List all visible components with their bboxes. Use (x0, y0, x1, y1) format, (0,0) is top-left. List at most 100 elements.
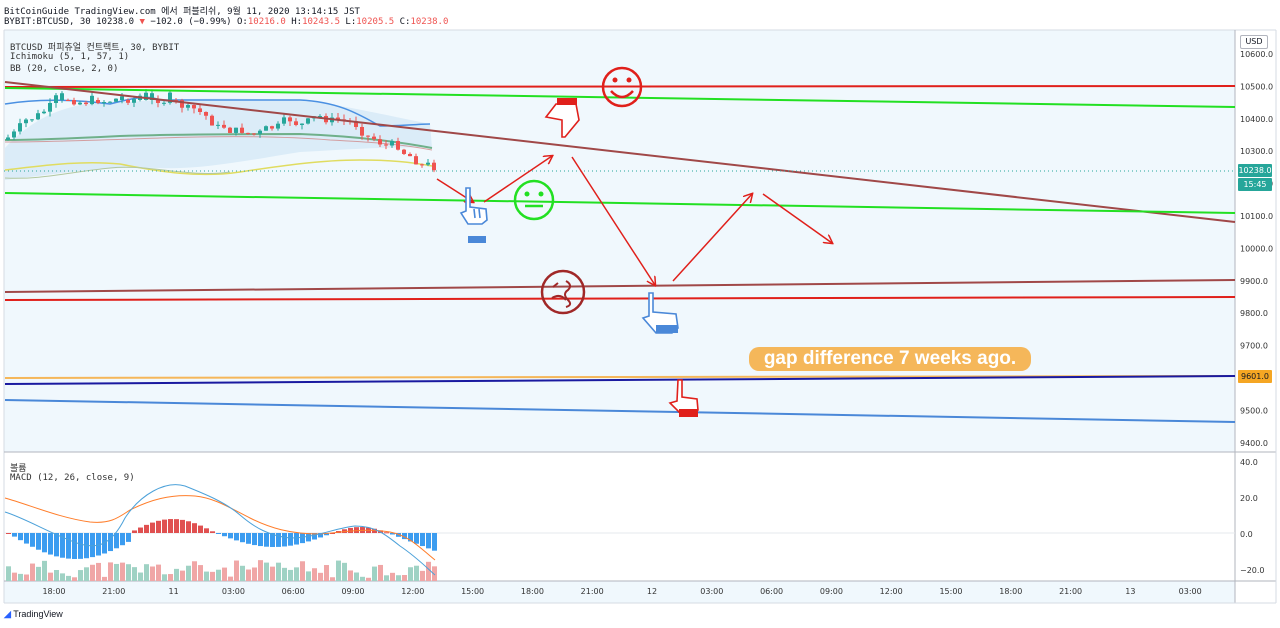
gap-line-blue[interactable] (4, 375, 1236, 385)
arrow-4[interactable] (672, 194, 752, 282)
macd-legend[interactable]: MACD (12, 26, close, 9) (10, 473, 135, 483)
time-axis[interactable]: 18:00 21:00 11 03:00 06:00 09:00 12:00 15:00 18:… (42, 587, 1201, 596)
volume-bar (384, 575, 389, 581)
pointing-hand-icon[interactable] (459, 187, 488, 243)
downtrend-line[interactable] (4, 81, 1236, 223)
volume-bar (90, 564, 95, 581)
channel-bottom-green[interactable] (4, 192, 1236, 214)
macd-histogram-bar (144, 524, 149, 533)
candle-body (30, 119, 34, 121)
price-tick-label: 10300.0 (1240, 147, 1273, 156)
time-tick-label: 21:00 (581, 587, 604, 596)
candle-body (198, 108, 202, 112)
macd-histogram-bar (120, 533, 125, 546)
volume-bar (312, 568, 317, 581)
pointing-hand-icon-2[interactable] (641, 292, 679, 334)
neutral-face-icon[interactable] (513, 179, 555, 221)
macd-histogram-bar (162, 519, 167, 533)
macd-pane-background (4, 452, 1235, 581)
close-label: C: (399, 17, 411, 27)
sad-face-icon[interactable] (540, 269, 586, 315)
macd-histogram-bar (414, 533, 419, 544)
candle-body (78, 102, 82, 105)
macd-histogram-bar (276, 533, 281, 547)
macd-histogram-bar (258, 533, 263, 547)
price-tick-label: 10600.0 (1240, 50, 1273, 59)
candle-body (396, 141, 400, 150)
volume-bar (18, 573, 23, 581)
arrow-5[interactable] (762, 193, 832, 243)
high-value: 10243.5 (302, 17, 340, 27)
candle-body (366, 135, 370, 137)
volume-bar (288, 569, 293, 581)
candlestick-series[interactable] (6, 88, 436, 173)
candle-body (162, 102, 166, 104)
symbol-name[interactable]: BYBIT:BTCUSD, 30 10238.0 (4, 17, 135, 27)
volume-bar (336, 560, 341, 581)
volume-bar (246, 569, 251, 581)
resistance-line-red[interactable] (4, 85, 1236, 88)
candle-body (168, 92, 172, 103)
bb-legend[interactable]: BB (20, close, 2, 0) (10, 64, 119, 74)
gap-callout[interactable]: gap difference 7 weeks ago. (749, 347, 1031, 371)
macd-histogram-bar (72, 533, 77, 559)
volume-legend[interactable]: 볼륨 (10, 464, 27, 474)
price-axis[interactable]: 10600.010500.010400.010300.010200.010100… (1240, 50, 1273, 448)
countdown-badge: 15:45 (1238, 178, 1272, 191)
candle-body (402, 149, 406, 154)
candle-body (102, 102, 106, 104)
chart-title-legend[interactable]: BTCUSD 퍼피츄얼 컨트랙트, 30, BYBIT (10, 43, 180, 53)
volume-bar (12, 572, 17, 581)
macd-histogram-bar (48, 533, 53, 555)
candle-body (414, 156, 418, 165)
macd-histogram-bar (180, 519, 185, 533)
ichimoku-legend[interactable]: Ichimoku (5, 1, 57, 1) (10, 52, 130, 62)
macd-histogram-bar (90, 533, 95, 558)
time-tick-label: 06:00 (282, 587, 305, 596)
volume-bar (84, 567, 89, 581)
arrow-3[interactable] (571, 156, 655, 285)
macd-histogram-bar (426, 533, 431, 549)
volume-bar (216, 569, 221, 581)
time-tick-label: 21:00 (1059, 587, 1082, 596)
candle-body (42, 111, 46, 114)
volume-bar (174, 568, 179, 581)
arrow-2[interactable] (483, 156, 552, 203)
macd-histogram-bar (234, 533, 239, 541)
macd-axis[interactable]: 40.0 20.0 0.0 −20.0 (1240, 458, 1265, 575)
pointing-hand-down-icon[interactable] (544, 98, 580, 138)
candle-body (18, 123, 22, 132)
macd-histogram-bar (294, 533, 299, 545)
candle-body (48, 102, 52, 112)
pointing-hand-icon-3[interactable] (668, 379, 699, 417)
volume-bar (102, 576, 107, 581)
bb-lower-line (4, 159, 433, 176)
support-line-brown[interactable] (4, 279, 1236, 293)
publish-info: BitCoinGuide TradingView.com 에서 퍼블리쉬, 9월… (4, 7, 360, 17)
volume-bar (414, 565, 419, 581)
macd-histogram-bar (60, 533, 65, 558)
support-line-red[interactable] (4, 296, 1236, 301)
volume-bar (282, 567, 287, 581)
volume-bar (144, 564, 149, 581)
volume-bar (276, 562, 281, 581)
time-tick-label: 03:00 (1179, 587, 1202, 596)
happy-face-icon[interactable] (601, 66, 643, 108)
candle-body (318, 115, 322, 117)
lower-support-line[interactable] (4, 399, 1236, 423)
volume-bar (120, 562, 125, 581)
volume-bar (390, 572, 395, 581)
macd-line (4, 484, 436, 576)
time-tick-label: 12:00 (880, 587, 903, 596)
candle-body (384, 144, 388, 146)
forecast-arrows[interactable] (436, 156, 832, 285)
volume-bar (180, 570, 185, 581)
macd-histogram-bar (54, 533, 59, 557)
currency-label[interactable]: USD (1240, 35, 1268, 49)
candle-body (72, 100, 76, 105)
symbol-info: BYBIT:BTCUSD, 30 10238.0 ▼ −102.0 (−0.99… (4, 17, 448, 27)
macd-histogram-bar (228, 533, 233, 539)
tradingview-logo[interactable]: ◢ TradingView (4, 609, 63, 620)
volume-bar (54, 569, 59, 581)
